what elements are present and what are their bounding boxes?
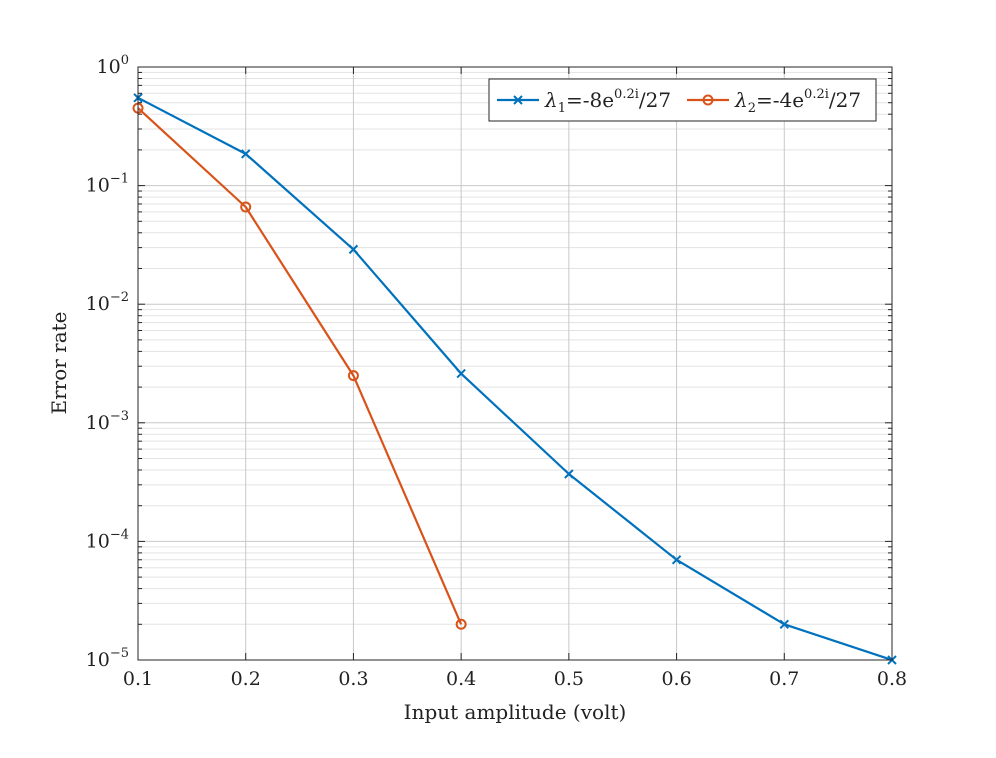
x-axis-title: Input amplitude (volt) — [404, 700, 627, 724]
circle-marker — [347, 370, 359, 382]
series-1 — [133, 93, 897, 665]
y-tick-label: 10−5 — [86, 646, 129, 671]
x-marker — [779, 619, 789, 630]
plot-frame — [137, 66, 893, 661]
circle-marker — [240, 201, 252, 213]
x-tick-label: 0.7 — [769, 668, 799, 690]
legend-box — [488, 78, 877, 122]
y-tick-label: 10−4 — [86, 527, 129, 552]
y-tick-label: 10−2 — [86, 290, 129, 315]
x-marker — [348, 244, 359, 255]
x-tick-label: 0.8 — [877, 668, 907, 690]
legend-item-2: λ2=-4e0.2i/27 — [687, 87, 861, 116]
x-tick-label: 0.5 — [554, 668, 584, 690]
x-tick-label: 0.1 — [123, 668, 153, 690]
y-tick-label: 10−1 — [86, 172, 129, 197]
legend-item-1: λ1=-8e0.2i/27 — [497, 87, 671, 116]
circle-marker — [702, 94, 714, 106]
legend-label: λ2=-4e0.2i/27 — [734, 87, 861, 116]
x-marker — [456, 368, 466, 379]
circle-marker — [455, 618, 467, 630]
x-marker — [671, 555, 682, 565]
series-line — [137, 96, 893, 662]
grid — [137, 66, 893, 661]
x-tick-label: 0.2 — [231, 668, 261, 690]
x-tick-label: 0.6 — [661, 668, 691, 690]
x-tick-label: 0.4 — [446, 668, 476, 690]
legend-label: λ1=-8e0.2i/27 — [544, 87, 671, 116]
y-tick-label: 100 — [97, 53, 129, 78]
x-marker — [241, 149, 251, 159]
y-axis-title: Error rate — [47, 311, 71, 414]
x-marker — [513, 95, 523, 105]
y-tick-label: 10−3 — [86, 409, 129, 434]
legend: λ1=-8e0.2i/27 λ2=-4e0.2i/27 — [488, 78, 877, 122]
series-layer — [132, 93, 897, 665]
series-line — [137, 107, 463, 625]
x-tick-label: 0.3 — [338, 668, 368, 690]
ticks: 100 10−1 10−2 10−3 10−4 10−50.1 0.2 0.3 0.4 0.5 0.… — [86, 53, 907, 690]
x-marker — [564, 469, 574, 479]
